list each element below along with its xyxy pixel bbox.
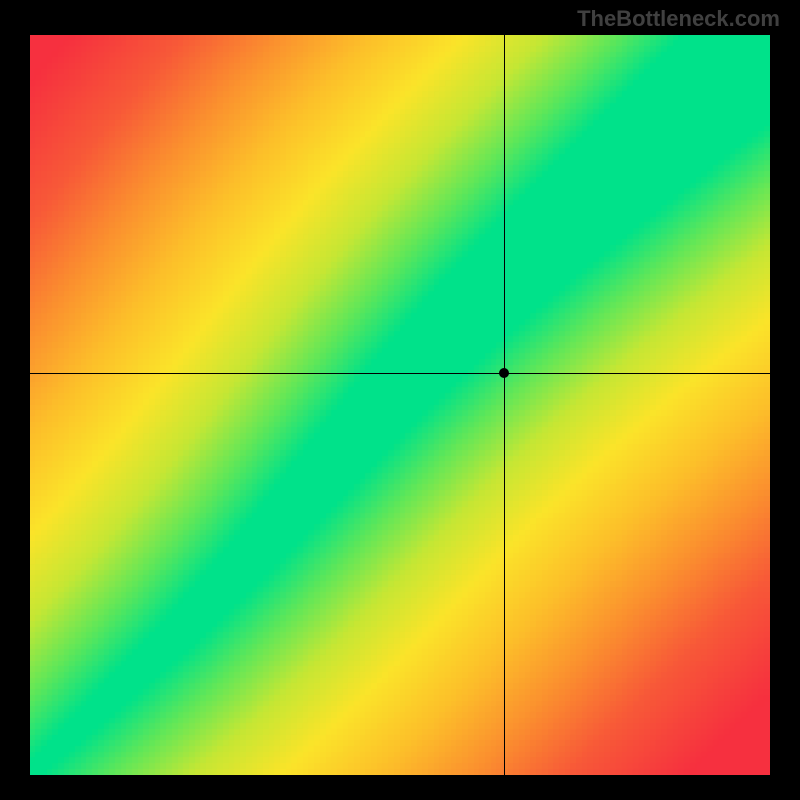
watermark-text: TheBottleneck.com	[577, 6, 780, 32]
plot-area	[30, 35, 770, 775]
crosshair-vertical	[504, 35, 505, 775]
crosshair-horizontal	[30, 373, 770, 374]
crosshair-marker	[499, 368, 509, 378]
heatmap-canvas	[30, 35, 770, 775]
